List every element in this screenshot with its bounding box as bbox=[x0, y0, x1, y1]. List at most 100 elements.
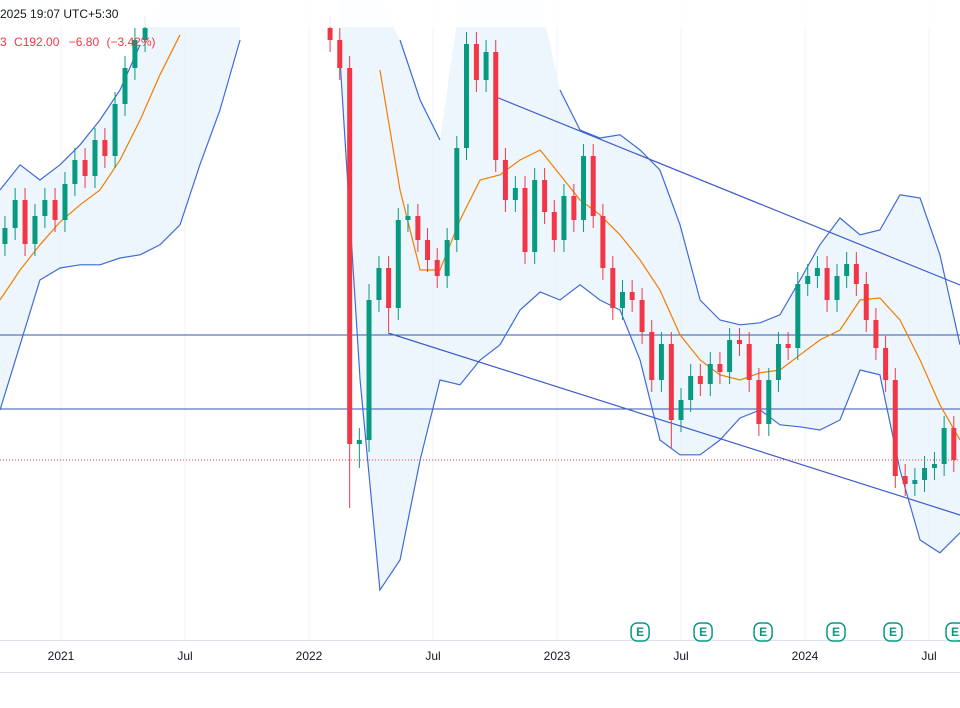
candle-body bbox=[92, 140, 98, 176]
candle-body bbox=[629, 292, 635, 300]
candle-body bbox=[600, 216, 606, 268]
band-lower bbox=[0, 39, 960, 592]
candle-body bbox=[454, 148, 460, 240]
candle-body bbox=[824, 268, 830, 300]
candle-body bbox=[619, 292, 625, 308]
header-ohlc: 3 C192.00 −6.80 (−3.42%) bbox=[0, 35, 156, 49]
candle-body bbox=[42, 200, 48, 216]
band-fill bbox=[0, 0, 241, 410]
event-label: E bbox=[951, 625, 959, 639]
trendline bbox=[387, 332, 960, 516]
candle-body bbox=[844, 264, 850, 276]
candle-body bbox=[756, 380, 762, 424]
candle-body bbox=[376, 268, 382, 300]
candle-body bbox=[132, 40, 138, 68]
candle-body bbox=[951, 428, 957, 460]
plot-area bbox=[0, 0, 960, 592]
candle-body bbox=[356, 440, 362, 444]
candle-body bbox=[463, 44, 469, 148]
candle-body bbox=[590, 156, 596, 216]
candle-body bbox=[931, 464, 937, 468]
header-time: 2025 19:07 UTC+5:30 bbox=[0, 7, 119, 21]
event-label: E bbox=[759, 625, 767, 639]
candle-body bbox=[941, 428, 947, 464]
event-marker bbox=[883, 622, 903, 642]
change: −6.80 bbox=[69, 35, 100, 49]
candle-body bbox=[668, 344, 674, 420]
candle-body bbox=[785, 344, 791, 348]
candle-body bbox=[22, 200, 28, 244]
event-label: E bbox=[699, 625, 707, 639]
candle-body bbox=[542, 180, 548, 212]
event-marker bbox=[693, 622, 713, 642]
event-marker bbox=[826, 622, 846, 642]
candle-body bbox=[639, 300, 645, 332]
candle-body bbox=[649, 332, 655, 380]
close-value: 192.00 bbox=[23, 35, 60, 49]
candle-body bbox=[737, 340, 743, 344]
x-tick-label: 2024 bbox=[792, 649, 819, 663]
header-backdrop bbox=[0, 0, 960, 27]
candle-body bbox=[551, 212, 557, 240]
candle-body bbox=[122, 68, 128, 104]
candle-body bbox=[707, 364, 713, 384]
candle-body bbox=[697, 376, 703, 384]
candle-body bbox=[425, 240, 431, 260]
candle-body bbox=[12, 200, 18, 228]
candle-body bbox=[444, 240, 450, 276]
candle-body bbox=[405, 216, 411, 220]
event-marker bbox=[630, 622, 650, 642]
candle-body bbox=[571, 196, 577, 220]
candle-body bbox=[814, 268, 820, 276]
candle-body bbox=[2, 228, 8, 244]
close-label: C bbox=[14, 35, 23, 49]
candle-body bbox=[561, 196, 567, 240]
candle-body bbox=[892, 380, 898, 476]
event-marker bbox=[753, 622, 773, 642]
x-tick-label: 2023 bbox=[544, 649, 571, 663]
candle-body bbox=[853, 264, 859, 284]
candle-body bbox=[337, 40, 343, 68]
candle-body bbox=[142, 28, 148, 40]
candle-body bbox=[72, 160, 78, 184]
ohlc-tail: 3 bbox=[0, 35, 7, 49]
candle-body bbox=[493, 52, 499, 160]
candle-body bbox=[386, 268, 392, 308]
candle-body bbox=[581, 156, 587, 220]
x-tick-label: Jul bbox=[921, 649, 936, 663]
candle-body bbox=[483, 52, 489, 80]
candle-body bbox=[688, 376, 694, 400]
x-tick-label: Jul bbox=[177, 649, 192, 663]
candle-body bbox=[834, 276, 840, 300]
candle-body bbox=[717, 364, 723, 372]
x-tick-label: 2022 bbox=[296, 649, 323, 663]
candle-body bbox=[610, 268, 616, 308]
candle-body bbox=[32, 216, 38, 244]
candle-body bbox=[473, 44, 479, 80]
candle-body bbox=[922, 468, 928, 480]
candle-body bbox=[502, 160, 508, 200]
candle-body bbox=[62, 184, 68, 220]
event-label: E bbox=[889, 625, 897, 639]
candle-body bbox=[532, 180, 538, 252]
candle-body bbox=[366, 300, 372, 440]
candle-body bbox=[658, 344, 664, 380]
x-tick-label: 2021 bbox=[48, 649, 75, 663]
candle-body bbox=[795, 284, 801, 348]
candle-body bbox=[395, 220, 401, 308]
event-marker bbox=[945, 622, 960, 642]
event-label: E bbox=[636, 625, 644, 639]
candle-body bbox=[805, 276, 811, 284]
candle-body bbox=[727, 340, 733, 372]
candle-body bbox=[863, 284, 869, 320]
candle-body bbox=[883, 348, 889, 380]
band-middle bbox=[0, 34, 960, 441]
candle-body bbox=[873, 320, 879, 348]
candle-body bbox=[746, 344, 752, 380]
candle-body bbox=[102, 140, 108, 156]
candle-body bbox=[434, 260, 440, 276]
x-tick-label: Jul bbox=[673, 649, 688, 663]
candle-body bbox=[522, 188, 528, 252]
